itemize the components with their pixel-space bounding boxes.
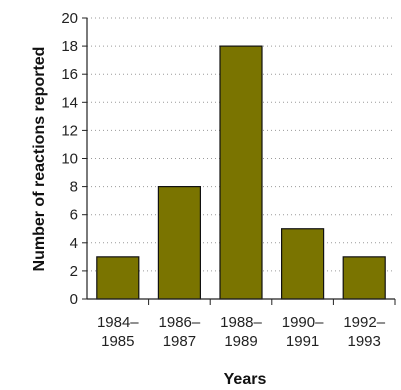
y-tick-label: 12 [61,122,78,139]
y-tick-label: 8 [70,179,78,196]
y-tick-label: 16 [61,66,78,83]
y-tick-label: 2 [70,263,78,280]
y-tick-label: 0 [70,291,78,308]
bar [219,45,263,300]
x-tick-label: 1986– 1987 [159,314,201,350]
y-tick-labels: 0 2 4 6 8 10 12 14 16 18 20 [61,10,78,308]
x-tick-label: 1992– 1993 [343,314,385,350]
y-tick-label: 6 [70,207,78,224]
y-tick-label: 18 [61,38,78,55]
x-tick-label: 1990– 1991 [282,314,324,350]
x-axis-title: Years [224,371,267,388]
bar [281,228,325,300]
bar [342,256,386,300]
y-tick-label: 20 [61,10,78,27]
y-tick-label: 14 [61,94,78,111]
x-tick-label: 1984– 1985 [97,314,139,350]
bar [157,186,201,300]
axes [82,17,396,305]
y-tick-label: 4 [70,235,78,252]
x-tick-label: 1988– 1989 [220,314,262,350]
x-tick-labels: 1984– 1985 1986– 1987 1988– 1989 1990– 1991 1992… [97,314,386,350]
y-tick-label: 10 [61,151,78,168]
y-axis-title: Number of reactions reported [31,47,48,272]
bar [96,256,140,300]
bars [96,45,386,300]
